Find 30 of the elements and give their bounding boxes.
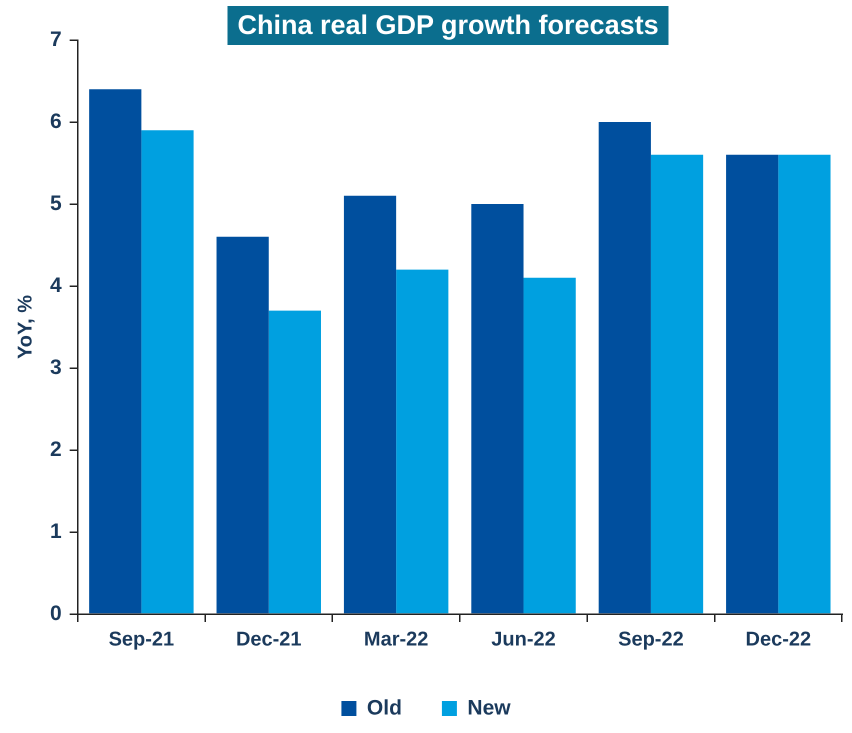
x-tick-label: Sep-21: [108, 628, 174, 651]
chart-title: China real GDP growth forecasts: [227, 6, 669, 45]
bar: [89, 89, 142, 614]
bar: [268, 310, 321, 614]
y-tick-label: 2: [50, 438, 62, 461]
y-tick-label: 6: [50, 110, 62, 133]
bar: [524, 278, 576, 614]
bar: [396, 270, 448, 614]
bar: [598, 122, 651, 614]
x-tick-label: Jun-22: [491, 628, 556, 651]
bar: [216, 236, 269, 614]
y-tick-label: 5: [50, 192, 62, 215]
bar: [726, 154, 778, 614]
x-tick-label: Dec-22: [746, 628, 812, 651]
x-tick-label: Sep-22: [618, 628, 684, 651]
x-tick-label: Mar-22: [364, 628, 428, 651]
legend-label: New: [467, 696, 512, 720]
y-tick-label: 7: [50, 28, 62, 51]
y-axis-title: YoY, %: [14, 294, 37, 360]
y-tick-label: 1: [50, 520, 62, 543]
bar: [471, 204, 524, 614]
y-tick-label: 0: [50, 602, 62, 625]
y-tick-label: 4: [50, 274, 62, 297]
bar: [141, 130, 194, 614]
bar: [650, 154, 704, 614]
bar: [778, 154, 831, 614]
legend-label: Old: [366, 696, 402, 720]
bar: [344, 196, 396, 614]
y-tick-label: 3: [50, 356, 62, 379]
x-tick-label: Dec-21: [236, 628, 302, 651]
